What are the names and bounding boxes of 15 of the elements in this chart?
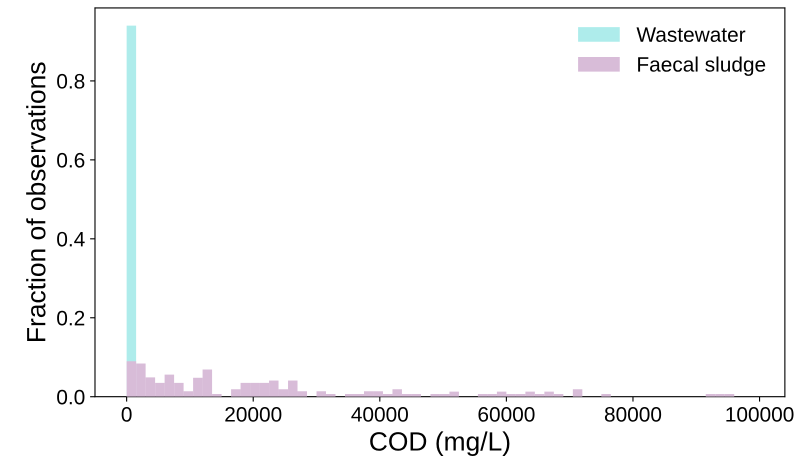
y-axis-title: Fraction of observations xyxy=(26,62,46,341)
y-tick-label: 0.8 xyxy=(57,74,84,89)
y-tick-label: 0.6 xyxy=(57,152,84,168)
x-tick-label: 0 xyxy=(122,406,132,422)
x-tick-label: 60000 xyxy=(478,406,535,422)
x-tick-label: 40000 xyxy=(351,406,408,422)
x-tick-label: 20000 xyxy=(225,406,282,422)
y-tick-label: 0.4 xyxy=(57,232,85,247)
x-tick-label: 80000 xyxy=(604,406,662,422)
legend-label: Faecal sludge xyxy=(638,56,766,76)
y-tick-label: 0.2 xyxy=(57,310,84,326)
x-axis-title: COD (mg/L) xyxy=(370,431,510,456)
x-tick-label: 100000 xyxy=(726,406,794,422)
y-tick-label: 0.0 xyxy=(57,390,84,404)
legend-label: Wastewater xyxy=(636,27,746,42)
